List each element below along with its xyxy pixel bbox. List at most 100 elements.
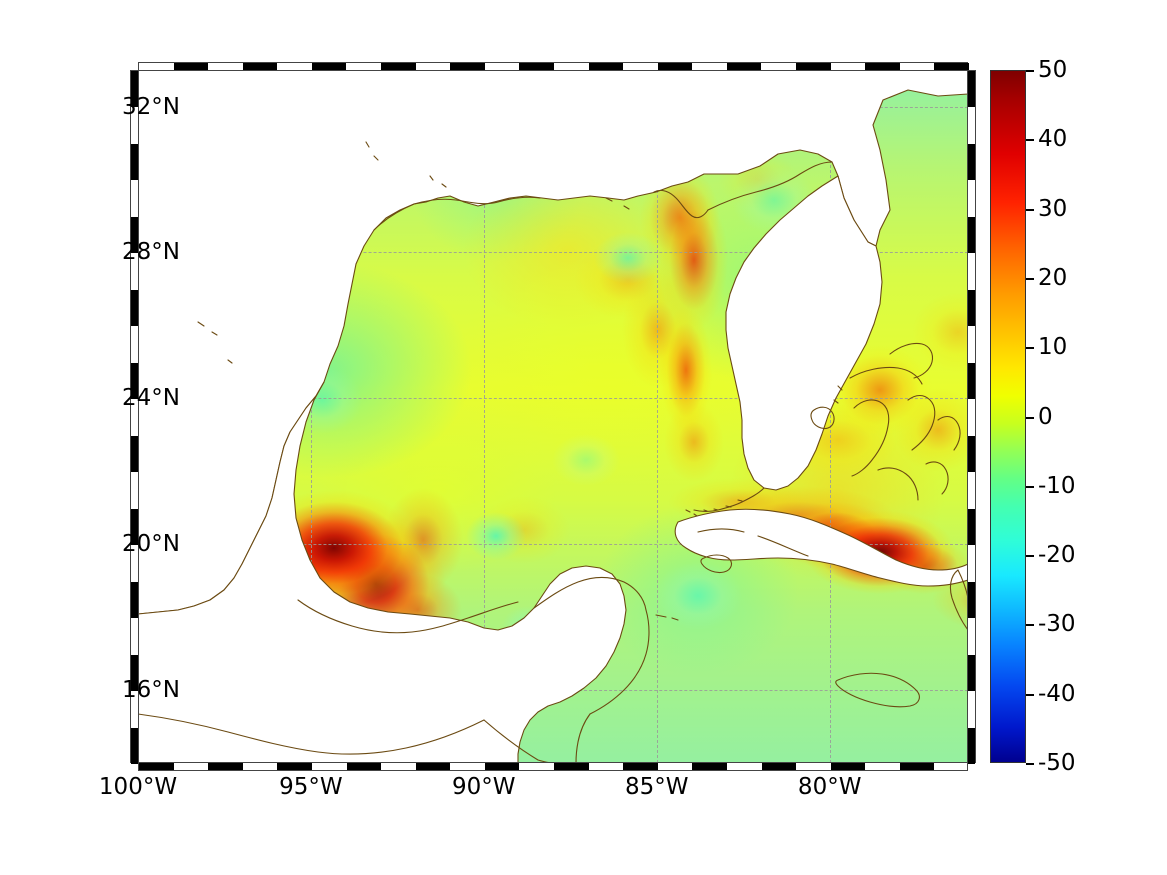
colorbar[interactable] [990, 70, 1026, 763]
frame-seg [968, 508, 975, 546]
frame-seg [968, 581, 975, 619]
colorbar-tick [1026, 763, 1034, 765]
colorbar-label-m50: -50 [1038, 750, 1076, 776]
frame-seg [692, 763, 727, 770]
frame-seg [242, 63, 278, 70]
frame-seg [450, 63, 485, 70]
colorbar-label-20: 20 [1038, 264, 1068, 291]
frame-seg [968, 727, 975, 764]
frame-seg [131, 581, 138, 619]
frame-seg [830, 763, 866, 770]
coastline-cuba-detail [697, 528, 809, 557]
frame-seg [899, 763, 935, 770]
xtick-label-90w: 90°W [452, 774, 516, 800]
coastline-overlay [138, 70, 968, 763]
colorbar-tick [1026, 347, 1034, 350]
frame-seg [139, 763, 174, 770]
frame-seg [131, 362, 138, 400]
island-bahamas-cat [937, 415, 961, 451]
frame-seg [968, 654, 975, 692]
xtick-label-80w: 80°W [797, 774, 862, 800]
island-keys-dots [703, 499, 743, 512]
land-florida-peninsula [725, 175, 883, 491]
land-mexico [138, 381, 627, 763]
ytick-text: 24°N [122, 385, 180, 412]
ytick-text: 16°N [122, 677, 180, 704]
island-bahamas-bimini [833, 385, 843, 404]
ytick-text: 28°N [122, 239, 180, 266]
frame-seg [934, 63, 969, 70]
frame-seg [131, 143, 138, 181]
island-jamaica [835, 672, 920, 708]
coastline-yucatan-north [533, 576, 647, 611]
coastline-yucatan-east [589, 609, 650, 715]
ytick-label-32n: 32°N [122, 94, 180, 120]
colorbar-tick [1026, 208, 1034, 211]
colorbar-tick [1026, 139, 1034, 142]
frame-seg [131, 289, 138, 327]
colorbar-label-30: 30 [1038, 195, 1068, 222]
ytick-label-16n: 16°N [122, 677, 180, 703]
frame-seg [131, 435, 138, 473]
colorbar-tick [1026, 555, 1034, 558]
coastline-texas-louisiana [373, 196, 541, 231]
island-dry-tortugas [685, 509, 698, 517]
island-bahamas-andros [851, 399, 890, 477]
frame-seg [588, 63, 624, 70]
island-bahamas-eleuthera [907, 394, 936, 451]
frame-seg [968, 435, 975, 473]
colorbar-tick [1026, 693, 1034, 696]
frame-seg [968, 216, 975, 254]
map-axes[interactable] [138, 70, 968, 763]
coastline-florida-panhandle [707, 161, 833, 211]
colorbar-gradient [991, 71, 1025, 762]
colorbar-tick [1026, 416, 1034, 419]
xtick-label-85w: 85°W [625, 774, 689, 800]
frame-seg [346, 763, 382, 770]
axis-frame-left [130, 70, 139, 764]
colorbar-label-50: 50 [1038, 57, 1068, 83]
island-bahamas-exuma [877, 467, 919, 501]
frame-seg [277, 763, 312, 770]
ytick-text: 20°N [122, 531, 180, 558]
colorbar-label-m40: -40 [1038, 680, 1076, 707]
colorbar-label-m30: -30 [1038, 611, 1076, 638]
frame-seg [131, 216, 138, 254]
coastline-florida-keys [693, 487, 765, 513]
island-cays-misc [197, 141, 630, 364]
island-bahamas-abaco [889, 342, 934, 379]
coastline-belize-honduras [575, 713, 591, 763]
frame-seg [519, 63, 554, 70]
coastline-mexico-pacific [138, 713, 485, 755]
coastline-mississippi-delta [653, 189, 709, 219]
frame-seg [623, 763, 658, 770]
axis-frame-right [967, 70, 976, 764]
frame-seg [208, 763, 243, 770]
colorbar-label-40: 40 [1038, 126, 1068, 153]
colorbar-label-0: 0 [1038, 403, 1053, 430]
colorbar-tick [1026, 624, 1034, 627]
frame-seg [968, 289, 975, 327]
frame-seg [968, 143, 975, 181]
frame-seg [131, 727, 138, 764]
ytick-text: 32°N [122, 93, 180, 120]
lake-okeechobee [810, 406, 835, 430]
frame-seg [173, 63, 209, 70]
axis-frame-bottom [138, 762, 968, 771]
map-plot-area [138, 70, 968, 763]
ytick-label-28n: 28°N [122, 239, 180, 265]
island-cayman [655, 614, 679, 621]
colorbar-tick [1026, 277, 1034, 280]
frame-seg [415, 763, 451, 770]
island-bahamas-long [925, 461, 949, 495]
xtick-label-95w: 95°W [279, 774, 343, 800]
colorbar-label-m20: -20 [1038, 542, 1076, 569]
frame-seg [968, 71, 975, 108]
island-bahamas-grand [849, 366, 923, 385]
ytick-label-24n: 24°N [122, 385, 180, 411]
land-cuba [674, 508, 968, 587]
frame-seg [796, 63, 831, 70]
colorbar-tick [1026, 485, 1034, 488]
frame-seg [311, 63, 347, 70]
